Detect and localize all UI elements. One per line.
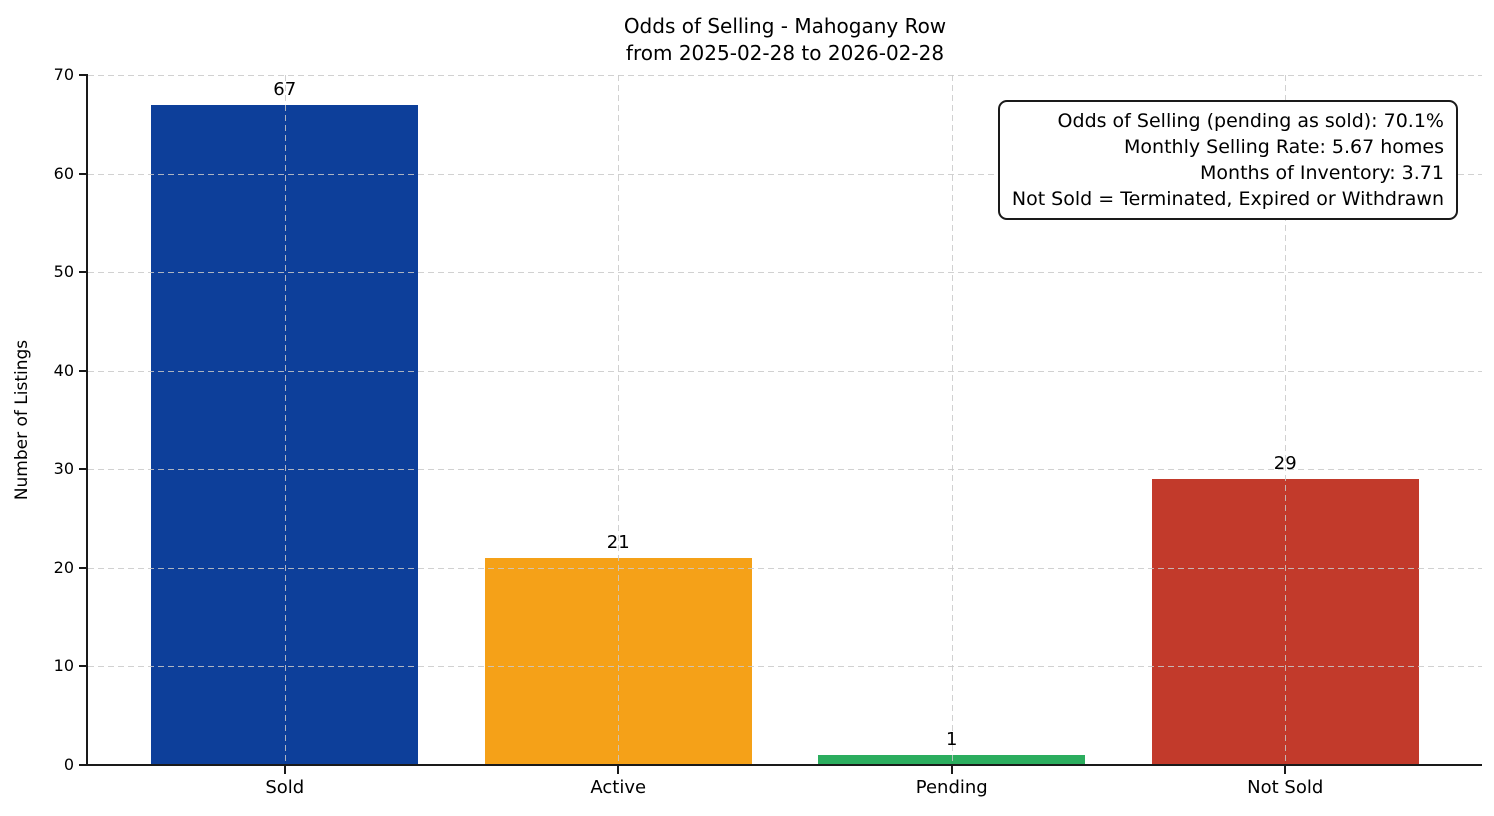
gridline-h: [88, 173, 1482, 175]
y-tick-mark: [79, 172, 88, 175]
plot-area: [88, 75, 1482, 765]
bar-not-sold: [1151, 479, 1419, 765]
value-label: 1: [946, 729, 958, 751]
chart-title-block: Odds of Selling - Mahogany Row from 2025…: [88, 13, 1482, 67]
gridline-v: [284, 75, 286, 765]
y-tick-label: 60: [53, 163, 74, 183]
y-tick-label: 20: [53, 557, 74, 577]
x-tick-label: Not Sold: [1247, 777, 1324, 798]
gridline-h: [88, 666, 1482, 668]
x-tick-mark: [950, 766, 953, 774]
value-label: 67: [273, 78, 297, 100]
y-axis-spine: [86, 75, 88, 766]
stats-line-selling-rate: Monthly Selling Rate: 5.67 homes: [1124, 136, 1444, 158]
x-axis-spine: [86, 764, 1482, 766]
y-tick-mark: [79, 665, 88, 668]
y-tick-label: 30: [53, 459, 74, 479]
gridline-v: [618, 75, 620, 765]
y-tick-label: 70: [53, 65, 74, 84]
y-tick-label: 0: [63, 755, 74, 774]
gridline-h: [88, 567, 1482, 569]
x-tick-mark: [283, 766, 286, 774]
y-tick-label: 40: [53, 360, 74, 380]
stats-box: Odds of Selling (pending as sold): 70.1%…: [997, 100, 1458, 220]
y-tick-mark: [79, 468, 88, 471]
value-label: 29: [1273, 453, 1297, 475]
stats-line-not-sold-note: Not Sold = Terminated, Expired or Withdr…: [1011, 188, 1444, 210]
x-tick-label: Sold: [265, 777, 305, 798]
x-tick-mark: [617, 766, 620, 774]
x-tick-mark: [1284, 766, 1287, 774]
gridline-h: [88, 75, 1482, 76]
chart-subtitle: from 2025-02-28 to 2026-02-28: [625, 41, 945, 65]
y-tick-mark: [79, 74, 88, 76]
stats-line-inventory: Months of Inventory: 3.71: [1200, 162, 1444, 184]
gridline-v: [951, 75, 953, 765]
x-tick-label: Active: [590, 777, 647, 798]
y-tick-mark: [79, 369, 88, 372]
y-tick-label: 50: [53, 262, 74, 282]
y-tick-mark: [79, 566, 88, 569]
bar-active: [484, 558, 752, 765]
y-tick-mark: [79, 764, 88, 766]
value-label: 21: [606, 532, 630, 553]
gridline-h: [88, 469, 1482, 471]
x-tick-label: Pending: [915, 777, 988, 798]
gridline-h: [88, 370, 1482, 372]
y-tick-label: 10: [53, 656, 74, 676]
stats-line-odds: Odds of Selling (pending as sold): 70.1%: [1057, 110, 1444, 132]
gridline-v: [1285, 75, 1287, 765]
gridline-h: [88, 272, 1482, 274]
chart-title: Odds of Selling - Mahogany Row: [623, 14, 947, 38]
y-tick-mark: [79, 271, 88, 274]
